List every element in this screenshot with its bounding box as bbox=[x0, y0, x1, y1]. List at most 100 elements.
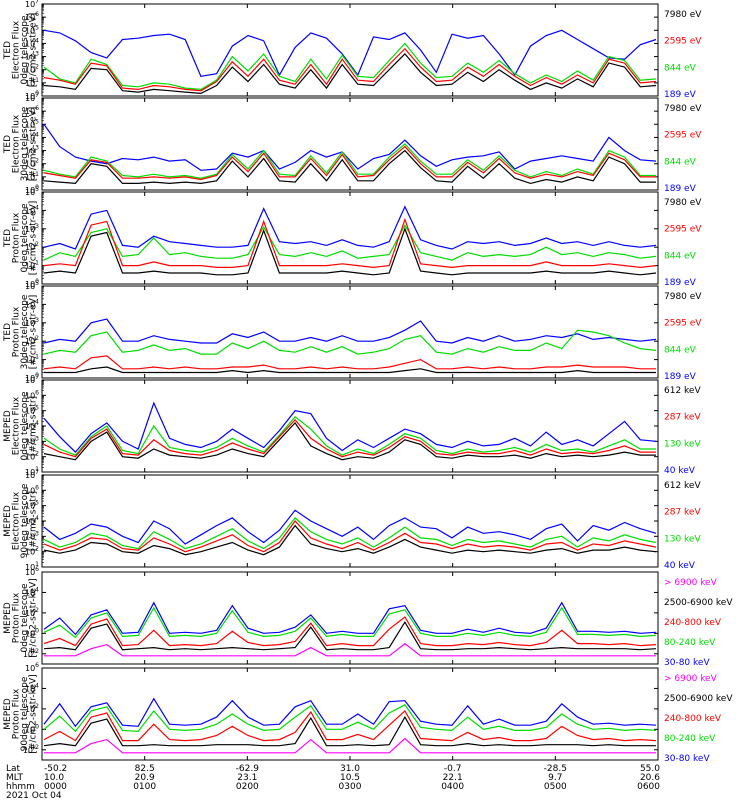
series-line-7980-ev bbox=[43, 149, 656, 185]
x-tick-label-hhmm: 0000 bbox=[44, 782, 67, 792]
y-axis-title-line: Proton Flux bbox=[12, 306, 22, 357]
series-line-189-ev bbox=[43, 205, 657, 250]
y-tick-label: 104 bbox=[25, 298, 39, 309]
y-axis-title-line: [#/cm2-s-str-eV] bbox=[29, 107, 39, 182]
y-axis-title-line: [#/cm2-s-str] bbox=[29, 396, 39, 456]
series-line-40-kev bbox=[43, 509, 657, 545]
y-tick-label: 102 bbox=[25, 335, 39, 346]
y-axis-title-line: 0deg telescope bbox=[20, 391, 30, 461]
y-tick-label: 104 bbox=[25, 37, 39, 48]
y-axis-title-line: 90deg telescope bbox=[20, 483, 30, 558]
y-tick-label: 107 bbox=[25, 374, 39, 385]
y-tick-label: 102 bbox=[25, 241, 39, 252]
legend-label: 2595 eV bbox=[664, 319, 702, 329]
y-axis-title-line: 30deg telescope bbox=[20, 106, 30, 181]
y-tick-label: 103 bbox=[25, 530, 39, 541]
series-line-7980-ev bbox=[43, 53, 657, 95]
y-tick-label: 106 bbox=[25, 11, 39, 22]
legend-label: 80-240 keV bbox=[664, 734, 716, 744]
y-tick-label: 101 bbox=[25, 260, 39, 271]
y-axis-title-line: Electron Flux bbox=[12, 20, 22, 79]
legend-label: 30-80 keV bbox=[664, 754, 710, 764]
y-tick-label: 107 bbox=[25, 469, 39, 480]
x-tick-label-mlt: 10.0 bbox=[44, 773, 64, 783]
y-axis-title-line: [#/cm2-s-str-keV] bbox=[29, 578, 39, 657]
y-tick-label: 105 bbox=[25, 186, 39, 197]
x-tick-label-hhmm: 0200 bbox=[236, 782, 259, 792]
legend-label: 7980 eV bbox=[664, 292, 702, 302]
x-tick-label-lat: 31.0 bbox=[340, 764, 360, 774]
x-tick-label-hhmm: 0300 bbox=[339, 782, 362, 792]
y-axis-title-line: TED bbox=[3, 135, 13, 154]
series-line-287-kev bbox=[43, 520, 657, 553]
series-line-80-240-kev bbox=[43, 704, 657, 733]
y-tick-label: 104 bbox=[25, 131, 39, 142]
x-row-label-hhmm: hhmm bbox=[6, 782, 35, 792]
x-row-label-lat: Lat bbox=[6, 764, 21, 774]
y-axis-title-line: Proton Flux bbox=[12, 688, 22, 739]
x-tick-label-mlt: 20.9 bbox=[135, 773, 155, 783]
y-axis-title-line: MEPED bbox=[3, 410, 13, 442]
y-tick-label: 100 bbox=[25, 372, 39, 383]
y-tick-label: 101 bbox=[25, 354, 39, 365]
legend-label: 2595 eV bbox=[664, 225, 702, 235]
y-tick-label: 101 bbox=[25, 466, 39, 477]
x-tick-label-mlt: 9.7 bbox=[548, 773, 562, 783]
y-tick-label: 107 bbox=[25, 0, 39, 9]
y-axis-title-line: Proton Flux bbox=[12, 212, 22, 263]
legend-label: 287 keV bbox=[664, 508, 701, 518]
series-line-7980-ev bbox=[43, 227, 657, 276]
y-axis-title-line: MEPED bbox=[3, 698, 13, 730]
x-tick-label-lat: 55.0 bbox=[640, 764, 660, 774]
y-tick-label: 102 bbox=[25, 703, 39, 714]
legend-label: 240-800 keV bbox=[664, 714, 722, 724]
series-line-2595-ev bbox=[43, 145, 656, 181]
x-tick-label-lat: 82.5 bbox=[135, 764, 155, 774]
y-axis-title-line: TED bbox=[3, 323, 13, 342]
y-tick-label: 104 bbox=[25, 420, 39, 431]
y-tick-label: 104 bbox=[25, 515, 39, 526]
legend-label: 189 eV bbox=[664, 278, 697, 288]
y-axis-title-line: [#/cm2-s-str-eV] bbox=[29, 13, 39, 88]
y-tick-label: 106 bbox=[25, 662, 39, 673]
x-tick-label-mlt: 20.6 bbox=[640, 773, 660, 783]
y-axis-title-line: MEPED bbox=[3, 505, 13, 537]
legend-label: 130 keV bbox=[664, 534, 701, 544]
y-tick-label: 106 bbox=[25, 105, 39, 116]
series-line-189-ev bbox=[43, 318, 657, 344]
y-axis-title-line: Electron Flux bbox=[12, 396, 22, 455]
y-tick-label: 105 bbox=[25, 118, 39, 129]
y-tick-label: 105 bbox=[25, 405, 39, 416]
legend-label: 80-240 keV bbox=[664, 638, 716, 648]
x-tick-label-lat: -0.7 bbox=[444, 764, 462, 774]
series-line-40-kev bbox=[43, 401, 657, 453]
x-tick-label-mlt: 10.5 bbox=[340, 773, 360, 783]
x-row-label-mlt: MLT bbox=[6, 773, 24, 783]
series-line-612-kev bbox=[43, 524, 657, 556]
legend-label: 287 keV bbox=[664, 413, 701, 423]
y-tick-label: 10-2 bbox=[23, 648, 39, 659]
y-axis-title-line: TED bbox=[3, 41, 13, 60]
y-axis-title-line: 90deg telescope bbox=[20, 676, 30, 751]
series-line-2595-ev bbox=[43, 47, 657, 92]
y-axis-title-line: [#/cm2-s-str-keV] bbox=[29, 674, 39, 753]
y-tick-label: 106 bbox=[25, 566, 39, 577]
y-tick-label: 103 bbox=[25, 317, 39, 328]
legend-label: 189 eV bbox=[664, 184, 697, 194]
y-tick-label: 102 bbox=[25, 158, 39, 169]
y-tick-label: 100 bbox=[25, 90, 39, 101]
legend-label: 612 keV bbox=[664, 481, 701, 491]
y-tick-label: 102 bbox=[25, 64, 39, 75]
y-axis-title-line: [#/cm2-s-str] bbox=[29, 491, 39, 551]
series-line-240-800-kev bbox=[43, 616, 657, 647]
series-line-2500-6900-kev bbox=[43, 715, 656, 747]
y-tick-label: 103 bbox=[25, 145, 39, 156]
series-line-7980-ev bbox=[44, 366, 656, 374]
y-tick-label: 102 bbox=[25, 607, 39, 618]
y-axis-title-line: 0deg telescope bbox=[20, 203, 30, 273]
y-tick-label: 105 bbox=[25, 500, 39, 511]
y-tick-label: 102 bbox=[25, 451, 39, 462]
